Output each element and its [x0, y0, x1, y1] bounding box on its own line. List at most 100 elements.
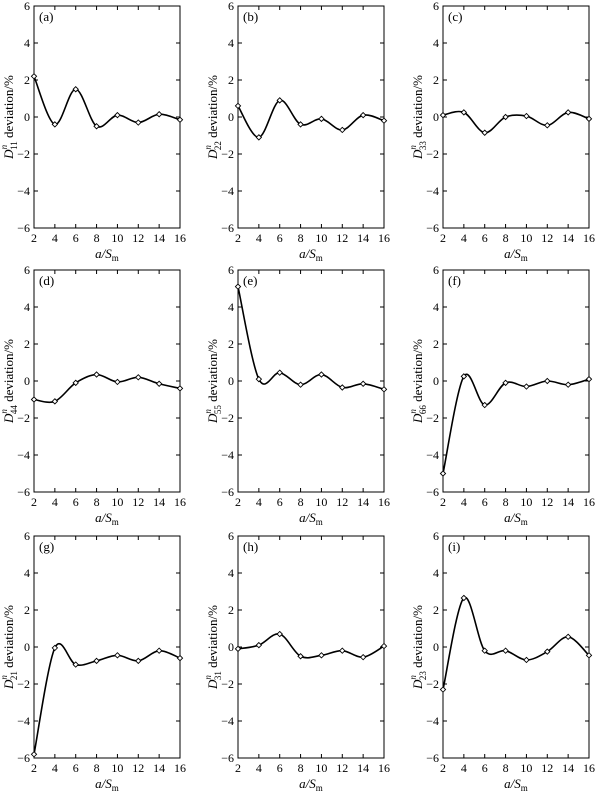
- y-tick-label: 4: [433, 566, 439, 580]
- x-tick-label: 12: [132, 495, 144, 509]
- y-tick-label: 4: [433, 300, 439, 314]
- data-point: [30, 73, 38, 80]
- x-tick-label: 14: [153, 495, 165, 509]
- y-tick-label: −2: [426, 147, 439, 161]
- data-point: [297, 121, 304, 128]
- x-tick-label: 14: [357, 761, 369, 775]
- x-tick-label: 12: [541, 761, 553, 775]
- data-point: [234, 283, 242, 290]
- y-axis-title: Dn21 deviation/%: [0, 605, 19, 690]
- x-tick-label: 10: [315, 231, 327, 245]
- x-tick-label: 4: [52, 761, 58, 775]
- plot-frame: [33, 269, 181, 493]
- data-point: [51, 121, 59, 128]
- x-tick-label: 16: [174, 231, 186, 245]
- data-point: [155, 380, 163, 388]
- data-point: [359, 653, 367, 661]
- x-tick-label: 10: [111, 761, 123, 775]
- y-tick-label: −2: [17, 411, 30, 425]
- y-tick-label: 0: [433, 110, 439, 124]
- data-point: [234, 645, 242, 653]
- x-tick-label: 14: [357, 231, 369, 245]
- data-point: [93, 657, 100, 665]
- x-tick-label: 4: [461, 761, 467, 775]
- data-point: [564, 109, 572, 116]
- data-point: [523, 383, 530, 390]
- data-point: [51, 644, 59, 652]
- y-tick-label: 0: [24, 110, 30, 124]
- data-point: [502, 647, 509, 654]
- y-tick-label: 0: [228, 374, 234, 388]
- data-point: [585, 375, 593, 383]
- x-axis-title: a/Sm: [504, 510, 528, 527]
- data-point: [544, 648, 551, 655]
- x-tick-label: 6: [73, 231, 79, 245]
- panel-label: (i): [448, 539, 460, 554]
- data-point: [523, 112, 530, 120]
- x-tick-label: 6: [277, 231, 283, 245]
- data-point: [72, 86, 79, 93]
- x-tick-label: 2: [235, 495, 241, 509]
- data-point: [318, 371, 325, 378]
- x-tick-label: 8: [298, 761, 304, 775]
- plot-frame: [442, 269, 590, 493]
- data-point: [439, 686, 447, 693]
- x-tick-label: 10: [111, 495, 123, 509]
- plot-frame: [442, 5, 590, 229]
- x-tick-label: 6: [277, 761, 283, 775]
- x-tick-label: 16: [583, 495, 595, 509]
- y-tick-label: 4: [228, 300, 234, 314]
- y-tick-label: −6: [426, 485, 439, 499]
- x-tick-label: 10: [520, 231, 532, 245]
- x-tick-label: 12: [132, 231, 144, 245]
- data-point: [481, 401, 488, 409]
- y-axis-title: Dn33 deviation/%: [408, 75, 428, 160]
- x-axis-title: a/Sm: [299, 510, 323, 527]
- data-point: [544, 377, 551, 385]
- y-tick-label: −4: [17, 448, 30, 462]
- data-point: [255, 375, 263, 383]
- y-tick-label: 0: [228, 110, 234, 124]
- x-tick-label: 8: [298, 231, 304, 245]
- x-tick-label: 8: [94, 761, 100, 775]
- y-tick-label: 0: [433, 374, 439, 388]
- y-tick-label: −4: [426, 184, 439, 198]
- x-tick-label: 6: [277, 495, 283, 509]
- data-point: [234, 102, 242, 110]
- y-tick-label: −4: [426, 448, 439, 462]
- data-point: [255, 641, 263, 649]
- y-tick-label: 2: [228, 603, 234, 617]
- data-point: [380, 386, 388, 393]
- y-tick-label: −4: [221, 448, 234, 462]
- data-point: [176, 654, 184, 662]
- y-tick-label: −4: [17, 184, 30, 198]
- data-point: [339, 647, 346, 654]
- y-tick-label: 2: [433, 337, 439, 351]
- data-point: [135, 374, 142, 381]
- series-line: [442, 110, 590, 134]
- y-tick-label: 4: [24, 300, 30, 314]
- data-point: [155, 110, 163, 118]
- x-tick-label: 14: [153, 761, 165, 775]
- y-axis-title: Dn31 deviation/%: [203, 605, 223, 690]
- panel-label: (c): [448, 9, 462, 24]
- data-point: [276, 630, 283, 638]
- y-tick-label: 0: [228, 640, 234, 654]
- plot-frame: [33, 5, 181, 229]
- y-tick-label: −6: [17, 221, 30, 235]
- x-tick-label: 6: [482, 231, 488, 245]
- y-tick-label: 4: [24, 36, 30, 50]
- x-axis-title: a/Sm: [299, 776, 323, 793]
- panel-label: (e): [243, 273, 257, 288]
- x-tick-label: 12: [541, 495, 553, 509]
- y-tick-label: −4: [426, 714, 439, 728]
- x-axis-title: a/Sm: [95, 776, 119, 793]
- y-tick-label: −2: [426, 411, 439, 425]
- data-point: [51, 398, 59, 405]
- y-tick-label: −2: [17, 677, 30, 691]
- data-point: [359, 380, 367, 388]
- data-point: [176, 385, 184, 392]
- x-tick-label: 6: [73, 495, 79, 509]
- y-tick-label: 0: [24, 374, 30, 388]
- y-tick-label: 6: [24, 263, 30, 277]
